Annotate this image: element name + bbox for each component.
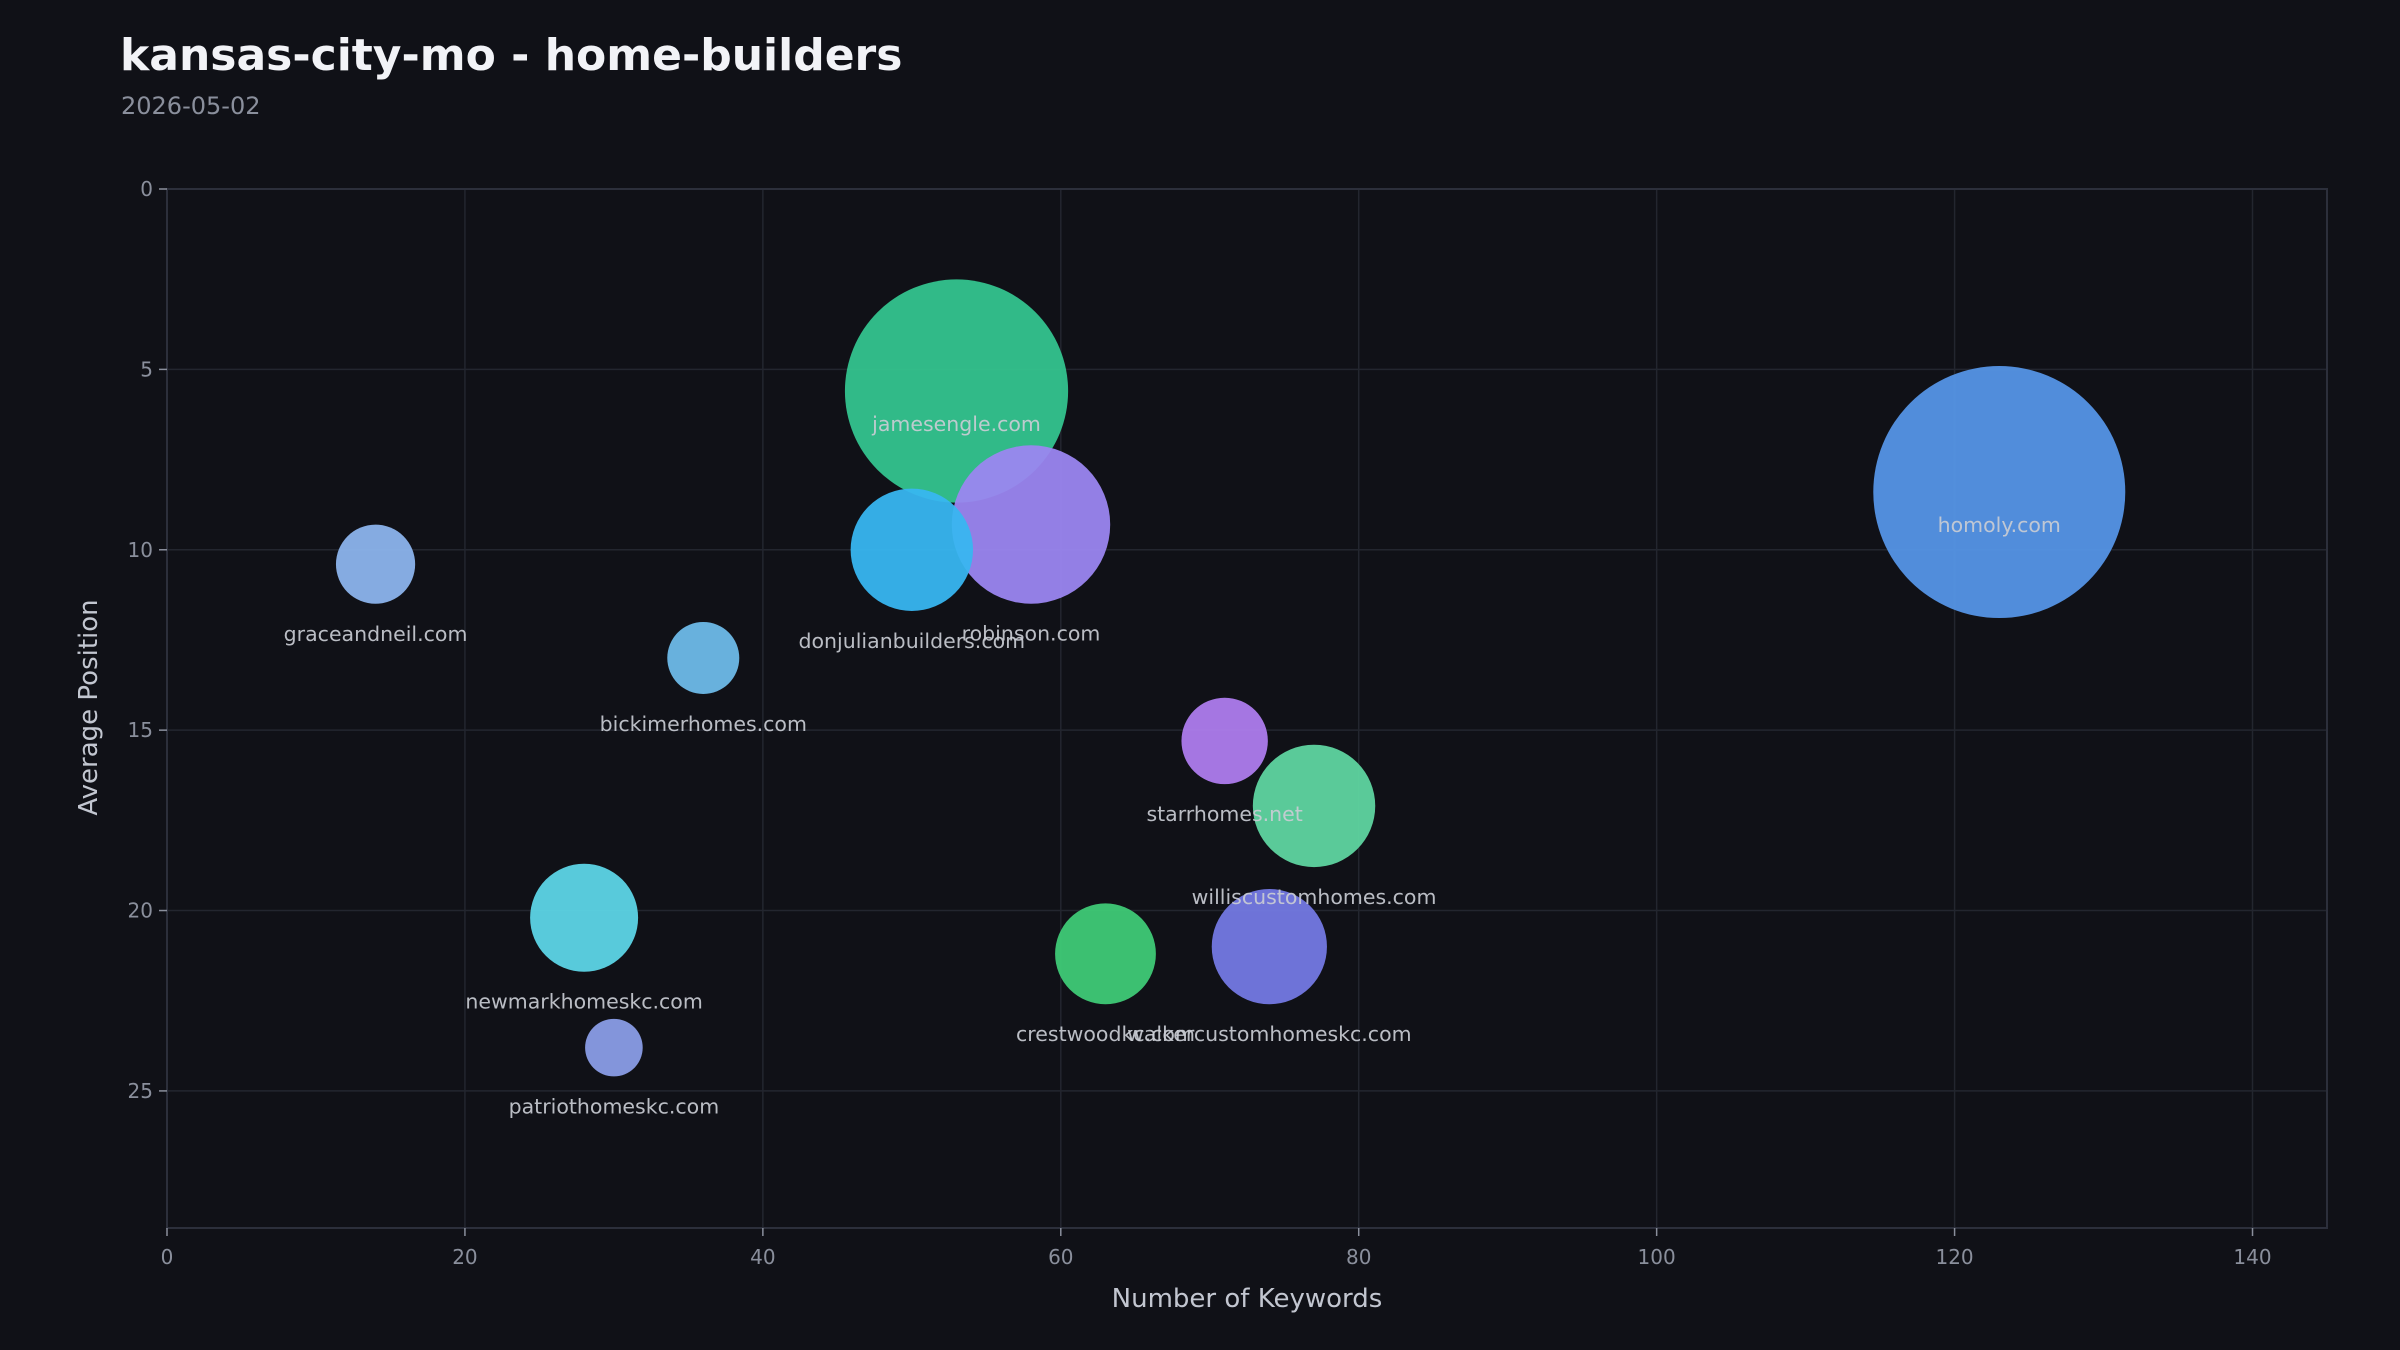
x-tick-label: 140 <box>2233 1245 2271 1269</box>
bubble-label: bickimerhomes.com <box>600 712 807 736</box>
bubble <box>1873 366 2126 619</box>
y-tick-label: 10 <box>128 538 153 562</box>
bubble <box>585 1018 643 1077</box>
bubble <box>1181 697 1268 785</box>
bubble-label: jamesengle.com <box>871 412 1041 436</box>
bubble <box>951 445 1111 604</box>
bubble <box>844 279 1069 503</box>
bubble-label: walkercustomhomeskc.com <box>1127 1022 1412 1046</box>
bubble-label: robinson.com <box>962 622 1101 646</box>
tick-layer: 0 20 40 60 80 100 120 140 0 5 10 15 20 25 <box>128 177 2272 1269</box>
bubble <box>667 621 740 694</box>
y-tick-label: 25 <box>128 1079 153 1103</box>
x-tick-label: 60 <box>1048 1245 1073 1269</box>
bubble-label: starrhomes.net <box>1146 802 1302 826</box>
bubble <box>1211 889 1327 1005</box>
bubble-label: newmarkhomeskc.com <box>465 990 702 1014</box>
x-tick-label: 0 <box>161 1245 174 1269</box>
plot-area-border <box>166 188 2328 1229</box>
bubble <box>1252 744 1376 868</box>
bubble-layer <box>335 279 2126 1077</box>
bubble <box>530 863 639 972</box>
y-tick-label: 0 <box>140 177 153 201</box>
y-tick-label: 5 <box>140 357 153 381</box>
bubble <box>850 488 974 611</box>
x-axis-label: Number of Keywords <box>1112 1284 1383 1314</box>
x-tick-label: 80 <box>1346 1245 1371 1269</box>
bubble-label: homoly.com <box>1938 513 2061 537</box>
x-tick-label: 120 <box>1935 1245 1973 1269</box>
bubble <box>1055 903 1156 1005</box>
chart-date: 2026-05-02 <box>121 92 261 120</box>
bubble-label: patriothomeskc.com <box>509 1094 720 1118</box>
y-tick-label: 15 <box>128 718 153 742</box>
x-tick-label: 20 <box>452 1245 477 1269</box>
x-tick-label: 40 <box>750 1245 775 1269</box>
bubble-label: graceandneil.com <box>284 622 468 646</box>
bubble-label: crestwoodkc.com <box>1016 1022 1195 1046</box>
bubble-label: donjulianbuilders.com <box>799 629 1026 653</box>
bubble <box>335 524 416 604</box>
bubble-label: williscustomhomes.com <box>1192 885 1437 909</box>
y-axis-label: Average Position <box>74 599 104 815</box>
label-layer: homoly.com jamesengle.com robinson.comdonj… <box>284 412 2061 1118</box>
x-tick-label: 100 <box>1638 1245 1676 1269</box>
y-tick-label: 20 <box>128 899 153 923</box>
chart-title: kansas-city-mo - home-builders <box>120 30 903 81</box>
